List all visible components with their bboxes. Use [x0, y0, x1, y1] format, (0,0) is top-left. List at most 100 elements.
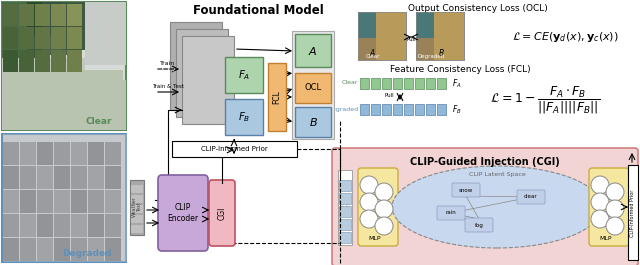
Bar: [426, 104, 435, 115]
Bar: [358, 38, 376, 60]
Circle shape: [606, 217, 624, 235]
Text: Clear: Clear: [86, 117, 112, 126]
Bar: [131, 205, 143, 213]
Bar: [88, 238, 104, 261]
Bar: [371, 104, 380, 115]
Bar: [404, 78, 413, 89]
Text: clear: clear: [524, 195, 538, 200]
Bar: [416, 12, 464, 60]
Bar: [437, 78, 446, 89]
Bar: [3, 70, 123, 130]
Bar: [35, 50, 50, 72]
FancyBboxPatch shape: [465, 218, 493, 232]
Bar: [67, 27, 82, 49]
Bar: [339, 180, 351, 191]
Circle shape: [375, 183, 393, 201]
Bar: [54, 166, 70, 189]
Bar: [225, 57, 263, 93]
Bar: [2, 134, 126, 262]
Bar: [54, 142, 70, 165]
Bar: [85, 2, 126, 65]
FancyBboxPatch shape: [332, 148, 638, 265]
Bar: [37, 238, 53, 261]
Bar: [51, 27, 66, 49]
Bar: [2, 58, 85, 130]
Bar: [51, 4, 66, 26]
Bar: [19, 4, 34, 26]
Text: Degraded: Degraded: [327, 107, 358, 112]
Bar: [88, 166, 104, 189]
Bar: [105, 238, 121, 261]
Text: Train & Test: Train & Test: [152, 84, 184, 89]
Text: $F_A$: $F_A$: [452, 78, 461, 90]
Bar: [71, 166, 87, 189]
Text: $B$: $B$: [438, 47, 445, 58]
Bar: [339, 206, 351, 217]
Bar: [358, 12, 380, 40]
FancyBboxPatch shape: [452, 183, 480, 197]
Bar: [358, 12, 406, 60]
Bar: [338, 170, 352, 245]
Bar: [393, 78, 402, 89]
Bar: [20, 142, 36, 165]
Bar: [415, 104, 424, 115]
Bar: [35, 27, 50, 49]
Bar: [20, 166, 36, 189]
Bar: [339, 193, 351, 204]
Bar: [131, 215, 143, 223]
Circle shape: [591, 193, 609, 211]
Text: Output Consistency Loss (OCL): Output Consistency Loss (OCL): [408, 4, 548, 13]
Bar: [416, 12, 438, 40]
Bar: [85, 2, 126, 65]
Text: MLP: MLP: [369, 236, 381, 241]
Bar: [105, 142, 121, 165]
Text: CLIP-Informed Prior: CLIP-Informed Prior: [201, 146, 268, 152]
Bar: [54, 238, 70, 261]
Bar: [295, 107, 331, 137]
Text: OCL: OCL: [305, 83, 321, 92]
Bar: [88, 142, 104, 165]
Text: snow: snow: [459, 188, 473, 192]
Text: CLIP
Encoder: CLIP Encoder: [168, 203, 198, 223]
Bar: [2, 2, 42, 58]
Text: Clear: Clear: [342, 81, 358, 86]
Bar: [54, 190, 70, 213]
FancyBboxPatch shape: [517, 190, 545, 204]
Text: $A$: $A$: [369, 47, 376, 58]
Bar: [54, 214, 70, 237]
Bar: [67, 4, 82, 26]
Text: Foundational Model: Foundational Model: [193, 4, 323, 17]
FancyBboxPatch shape: [589, 168, 629, 246]
Ellipse shape: [392, 166, 602, 248]
Bar: [176, 29, 228, 117]
Bar: [225, 99, 263, 135]
Bar: [360, 104, 369, 115]
Bar: [416, 12, 464, 60]
Bar: [2, 2, 62, 35]
Bar: [3, 214, 19, 237]
Bar: [2, 2, 126, 130]
Bar: [37, 190, 53, 213]
Text: Feature Consistency Loss (FCL): Feature Consistency Loss (FCL): [390, 65, 531, 74]
Bar: [2, 2, 27, 65]
Bar: [628, 165, 638, 260]
Text: rain: rain: [445, 210, 456, 215]
Circle shape: [375, 217, 393, 235]
Circle shape: [360, 210, 378, 228]
Bar: [3, 134, 127, 262]
Text: $A$: $A$: [308, 45, 317, 57]
Bar: [292, 31, 334, 139]
Bar: [67, 50, 82, 72]
Bar: [37, 214, 53, 237]
Bar: [182, 36, 234, 124]
Bar: [88, 190, 104, 213]
Text: $F_B$: $F_B$: [452, 104, 461, 116]
Bar: [376, 12, 406, 60]
Bar: [3, 142, 19, 165]
FancyBboxPatch shape: [437, 206, 465, 220]
Bar: [371, 78, 380, 89]
Bar: [35, 4, 50, 26]
Bar: [71, 214, 87, 237]
Text: Train: Train: [161, 61, 175, 66]
Text: CLIP-Guided Injection (CGI): CLIP-Guided Injection (CGI): [410, 157, 560, 167]
